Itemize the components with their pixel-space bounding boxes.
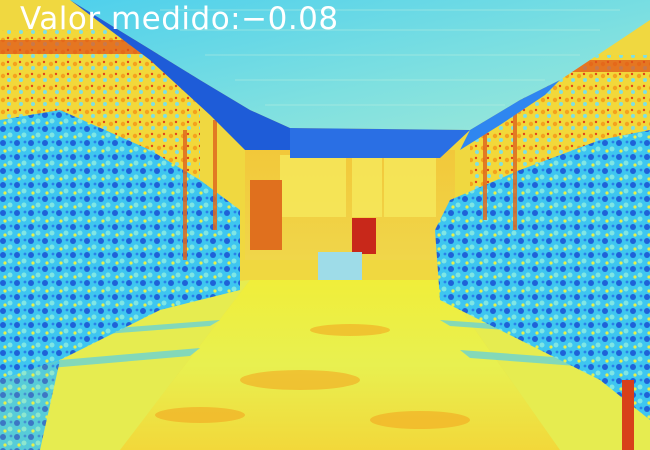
measured-value-number: −0.08 xyxy=(241,1,339,37)
measured-value-label: Valor medido: xyxy=(20,1,242,37)
right-post-hot xyxy=(622,380,634,450)
right-plant-row xyxy=(435,130,650,420)
back-left-object xyxy=(250,180,282,250)
back-window-left xyxy=(280,155,346,217)
support-posts xyxy=(183,110,517,260)
canopy-right-edge xyxy=(460,80,560,150)
back-window-mid xyxy=(352,155,382,217)
back-window-right xyxy=(384,155,436,217)
shade-canopy xyxy=(70,0,650,130)
canopy-texture xyxy=(160,9,620,106)
hot-object-red xyxy=(352,218,376,254)
measured-value-overlay: Valor medido:−0.08 xyxy=(20,0,339,38)
left-plant-row-lower xyxy=(0,360,60,450)
left-plant-row xyxy=(0,110,240,380)
canopy-left-edge xyxy=(70,0,290,150)
canopy-front-edge xyxy=(290,128,470,158)
floor-warm-patches xyxy=(155,324,470,429)
